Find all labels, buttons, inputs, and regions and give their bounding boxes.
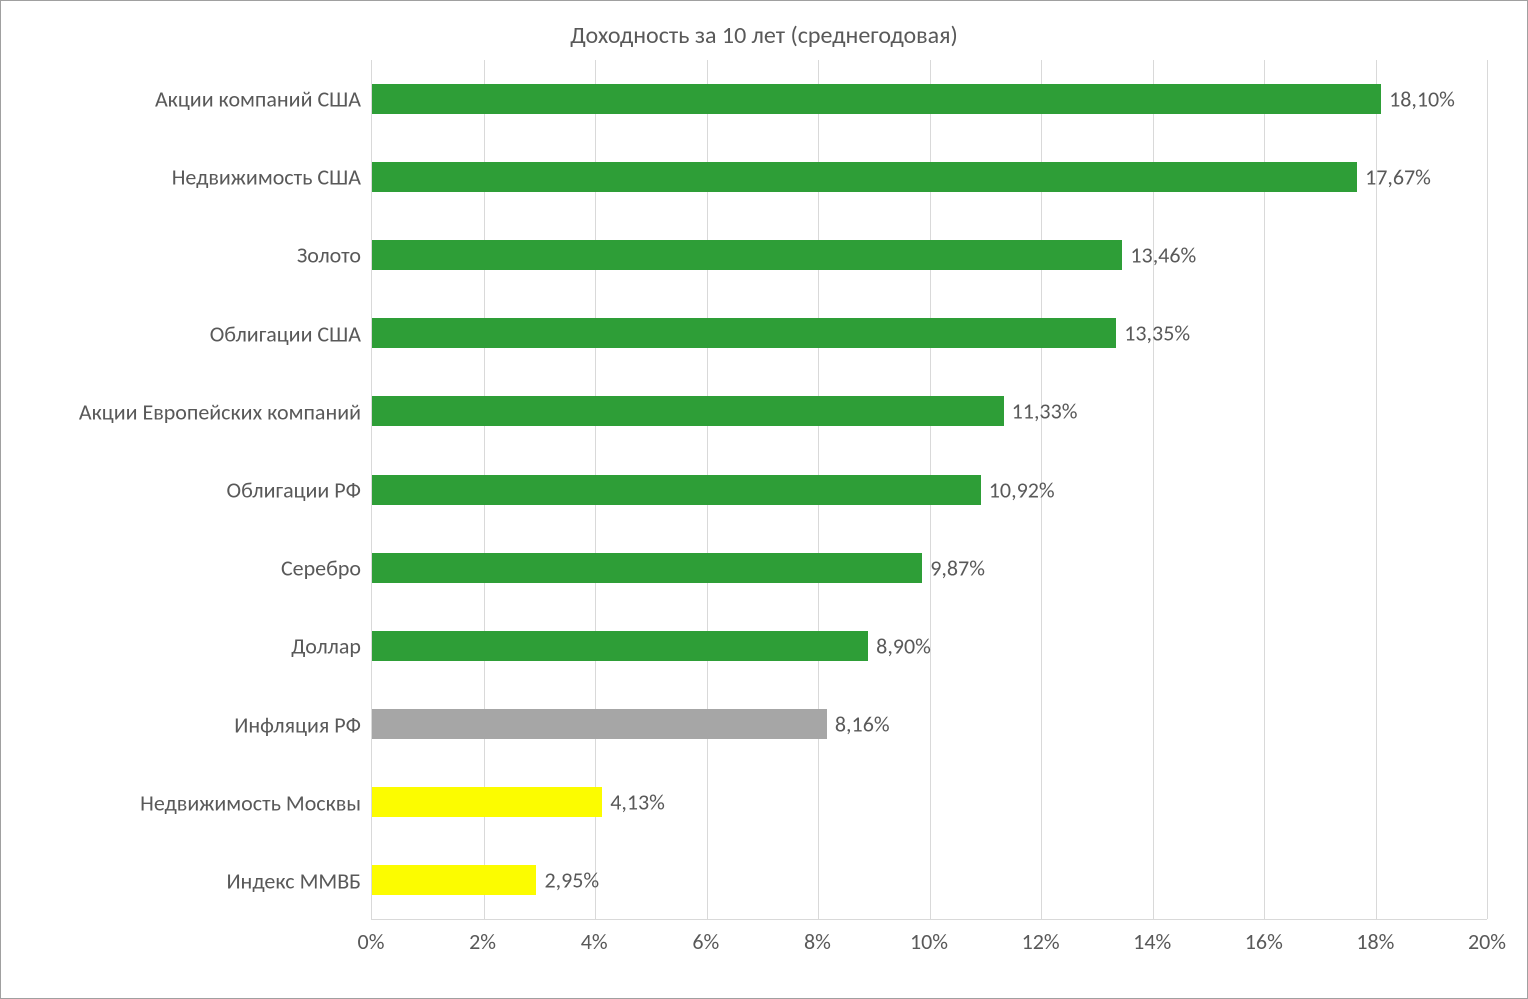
bar-value-label: 13,46% [1130,242,1196,269]
x-tick-label: 10% [910,928,948,955]
chart-body: Акции компаний США Недвижимость США Золото… [1,60,1527,970]
plot-inner: 18,10% 17,67% 13,46% 13,35% 11,33% 10,92% 9,87… [371,60,1487,920]
x-tick-label: 4% [581,928,608,955]
bar-value-label: 18,10% [1389,86,1455,113]
y-category-label: Индекс ММВБ [226,867,361,894]
x-tick-label: 8% [804,928,831,955]
y-category-label: Акции Европейских компаний [79,398,361,425]
bar-value-label: 11,33% [1012,398,1078,425]
bar-value-label: 17,67% [1365,164,1431,191]
x-tick-label: 12% [1022,928,1060,955]
chart-title: Доходность за 10 лет (среднегодовая) [1,21,1527,50]
bar: 11,33% [372,396,1004,426]
bar: 18,10% [372,84,1381,114]
x-axis-labels: 0%2%4%6%8%10%12%14%16%18%20% [371,920,1487,970]
y-category-label: Инфляция РФ [234,711,361,738]
y-category-label: Золото [297,242,361,269]
bar-value-label: 2,95% [544,866,599,893]
x-tick-label: 18% [1356,928,1394,955]
y-category-label: Облигации США [210,320,361,347]
bar: 8,16% [372,709,827,739]
bar: 10,92% [372,475,981,505]
y-category-label: Серебро [281,555,361,582]
bar: 8,90% [372,631,868,661]
x-tick-label: 14% [1133,928,1171,955]
x-tick-label: 0% [358,928,385,955]
bar: 13,35% [372,318,1116,348]
bar-value-label: 8,16% [835,710,890,737]
plot-area: 18,10% 17,67% 13,46% 13,35% 11,33% 10,92% 9,87… [371,60,1487,970]
y-category-label: Облигации РФ [227,477,361,504]
y-category-label: Акции компаний США [155,86,361,113]
chart-container: Доходность за 10 лет (среднегодовая) Акц… [0,0,1528,999]
bar: 9,87% [372,553,922,583]
x-tick-label: 6% [692,928,719,955]
bar-value-label: 9,87% [930,554,985,581]
y-category-label: Недвижимость Москвы [140,789,361,816]
y-category-label: Доллар [291,633,361,660]
x-tick-label: 20% [1468,928,1506,955]
y-category-label: Недвижимость США [172,164,361,191]
x-tick-label: 2% [469,928,496,955]
x-tick-label: 16% [1245,928,1283,955]
gridline [1487,60,1488,919]
bar: 17,67% [372,162,1357,192]
bar: 4,13% [372,787,602,817]
bar-value-label: 13,35% [1124,320,1190,347]
bar: 2,95% [372,865,536,895]
bar: 13,46% [372,240,1122,270]
bar-value-label: 10,92% [989,476,1055,503]
bar-value-label: 4,13% [610,788,665,815]
bar-value-label: 8,90% [876,632,931,659]
y-axis-labels: Акции компаний США Недвижимость США Золото… [1,60,371,970]
